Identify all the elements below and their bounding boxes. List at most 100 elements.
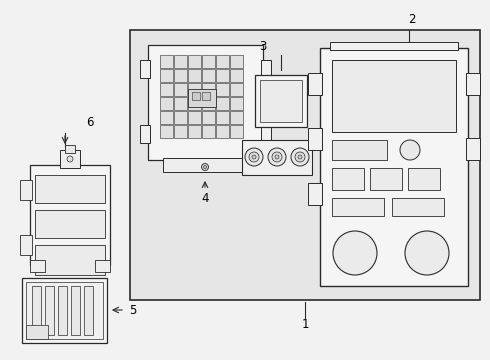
Bar xyxy=(332,198,384,216)
Bar xyxy=(230,69,243,82)
Bar xyxy=(20,235,32,255)
Bar xyxy=(408,168,440,190)
Bar xyxy=(160,111,173,124)
Text: 4: 4 xyxy=(201,192,209,204)
Text: 6: 6 xyxy=(86,116,94,129)
Bar xyxy=(174,125,187,138)
Bar xyxy=(216,55,229,68)
Bar xyxy=(174,83,187,96)
Bar xyxy=(202,69,215,82)
Bar xyxy=(466,138,480,160)
Bar xyxy=(370,168,402,190)
Circle shape xyxy=(268,148,286,166)
Bar xyxy=(202,97,215,110)
Bar xyxy=(260,80,302,122)
Bar xyxy=(261,125,271,143)
Bar xyxy=(230,55,243,68)
Bar xyxy=(188,125,201,138)
Bar xyxy=(160,83,173,96)
Bar xyxy=(148,45,263,160)
Bar xyxy=(216,125,229,138)
Bar xyxy=(60,150,80,168)
Circle shape xyxy=(67,156,73,162)
Bar xyxy=(308,183,322,205)
Bar xyxy=(65,145,75,153)
Bar xyxy=(30,260,45,272)
Bar xyxy=(163,158,248,172)
Bar xyxy=(188,111,201,124)
Bar xyxy=(26,325,48,339)
Bar xyxy=(32,286,41,335)
Bar xyxy=(84,286,93,335)
Circle shape xyxy=(291,148,309,166)
Bar xyxy=(188,83,201,96)
Bar xyxy=(320,48,468,286)
Circle shape xyxy=(295,152,305,162)
Bar xyxy=(174,55,187,68)
Text: 5: 5 xyxy=(129,303,136,316)
Bar xyxy=(160,125,173,138)
Bar xyxy=(140,125,150,143)
Circle shape xyxy=(333,231,377,275)
Bar xyxy=(45,286,54,335)
Bar xyxy=(202,83,215,96)
Bar xyxy=(202,55,215,68)
Circle shape xyxy=(252,155,256,159)
Bar xyxy=(188,69,201,82)
Bar xyxy=(216,111,229,124)
Bar xyxy=(20,180,32,200)
Bar xyxy=(35,210,105,238)
Bar xyxy=(332,168,364,190)
Bar xyxy=(332,140,387,160)
Bar xyxy=(130,30,480,300)
Bar xyxy=(35,175,105,203)
Circle shape xyxy=(203,166,206,168)
Bar xyxy=(255,75,307,127)
Circle shape xyxy=(272,152,282,162)
Text: 2: 2 xyxy=(408,13,416,26)
Bar xyxy=(230,97,243,110)
Bar xyxy=(30,165,110,265)
Bar xyxy=(160,55,173,68)
Bar xyxy=(202,125,215,138)
Bar xyxy=(188,55,201,68)
Bar xyxy=(95,260,110,272)
Bar xyxy=(308,73,322,95)
Bar xyxy=(330,42,458,50)
Bar xyxy=(216,69,229,82)
Bar xyxy=(216,83,229,96)
Bar xyxy=(308,128,322,150)
Circle shape xyxy=(249,152,259,162)
Bar xyxy=(192,92,200,100)
Bar xyxy=(188,97,201,110)
Bar xyxy=(216,97,229,110)
Bar xyxy=(174,97,187,110)
Bar xyxy=(466,73,480,95)
Circle shape xyxy=(275,155,279,159)
Bar xyxy=(392,198,444,216)
Bar xyxy=(26,282,103,339)
Bar xyxy=(22,278,107,343)
Circle shape xyxy=(405,231,449,275)
Bar xyxy=(140,60,150,78)
Bar xyxy=(71,286,80,335)
Bar xyxy=(160,97,173,110)
Bar xyxy=(202,111,215,124)
Circle shape xyxy=(400,140,420,160)
Bar xyxy=(35,245,105,275)
Bar xyxy=(174,111,187,124)
Text: 3: 3 xyxy=(259,40,267,53)
Bar xyxy=(230,111,243,124)
Bar xyxy=(188,89,216,107)
Circle shape xyxy=(298,155,302,159)
Circle shape xyxy=(245,148,263,166)
Bar xyxy=(174,69,187,82)
Bar xyxy=(160,69,173,82)
Bar xyxy=(58,286,67,335)
Bar xyxy=(230,83,243,96)
Bar xyxy=(230,125,243,138)
Bar xyxy=(242,140,312,175)
Circle shape xyxy=(201,163,209,171)
Bar xyxy=(261,60,271,78)
Bar xyxy=(332,60,456,132)
